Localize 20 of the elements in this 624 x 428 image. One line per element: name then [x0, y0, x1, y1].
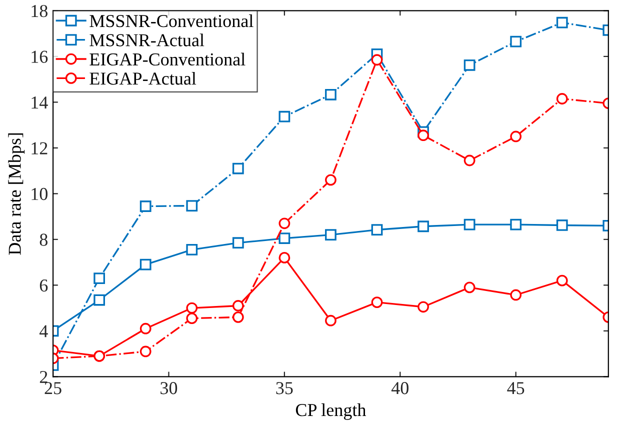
legend-label: MSSNR-Actual — [90, 34, 204, 46]
y-tick-label: 18 — [32, 4, 48, 18]
x-tick-label: 25 — [44, 382, 62, 394]
x-tick-label: 30 — [160, 382, 178, 394]
x-tick-label: 40 — [391, 382, 408, 394]
x-tick-label: 45 — [507, 382, 524, 394]
x-tick-label: 35 — [276, 382, 293, 394]
y-tick-label: 12 — [32, 142, 48, 154]
legend-label: EIGAP-Conventional — [90, 52, 246, 66]
y-tick-label: 16 — [32, 50, 48, 63]
y-tick-label: 14 — [32, 96, 48, 108]
x-axis-title: CP length — [296, 403, 366, 420]
legend-label: EIGAP-Actual — [90, 72, 196, 85]
y-tick-label: 4 — [40, 325, 48, 338]
y-axis-title: Data rate [Mbps] — [8, 133, 25, 255]
legend-label: MSSNR-Conventional — [90, 14, 254, 28]
y-tick-label: 6 — [40, 279, 48, 292]
y-tick-label: 2 — [40, 370, 48, 383]
y-tick-label: 8 — [40, 234, 48, 246]
y-tick-label: 10 — [32, 188, 48, 200]
